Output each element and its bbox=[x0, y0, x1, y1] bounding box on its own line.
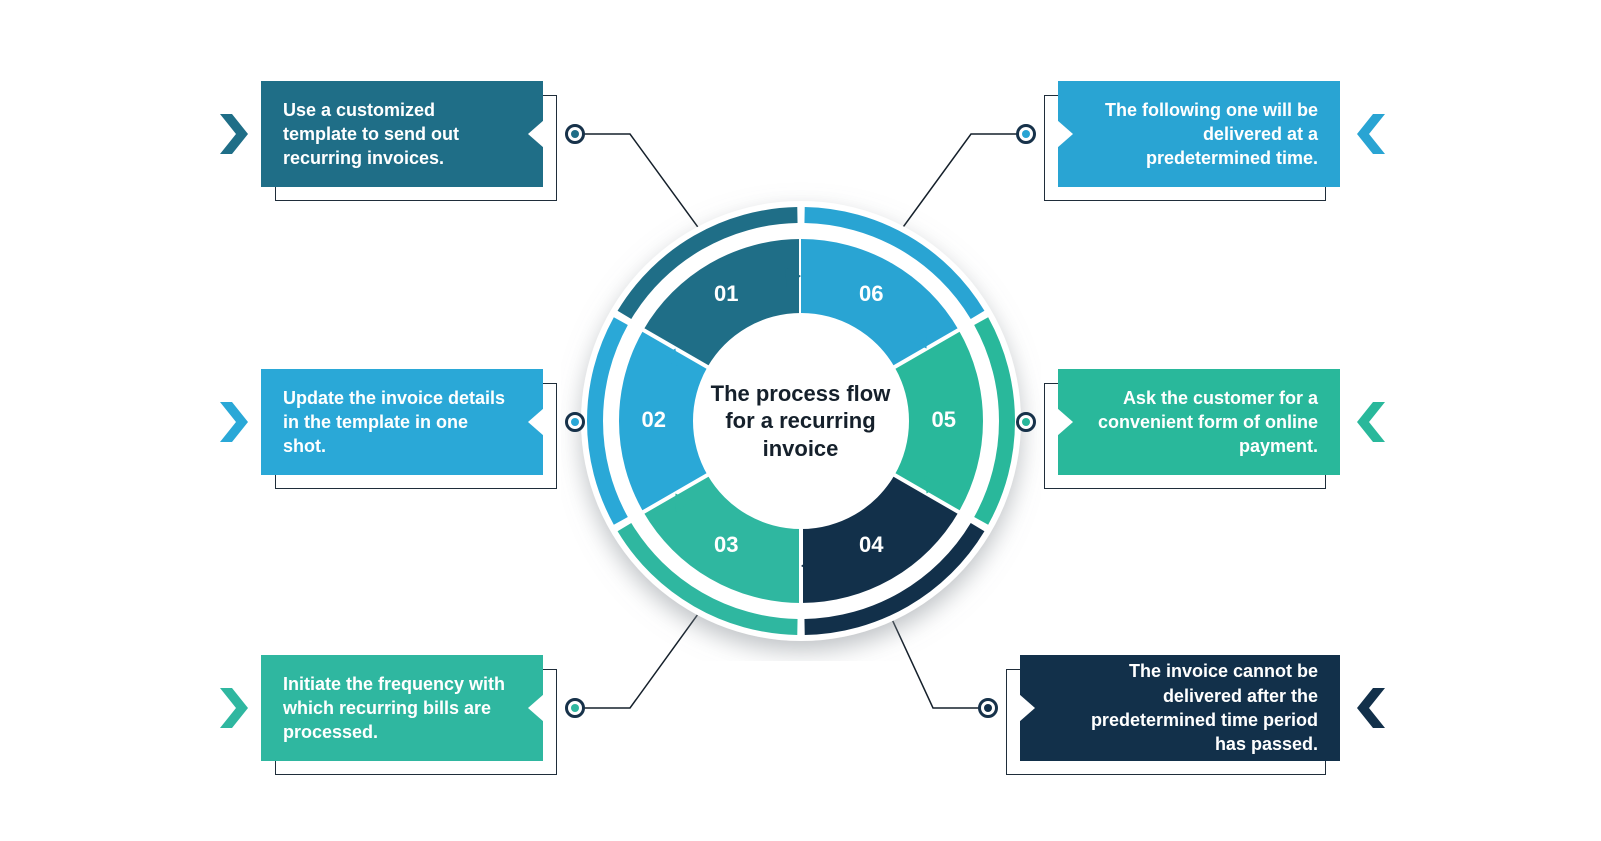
segment-number-03: 03 bbox=[714, 532, 738, 558]
card-notch bbox=[1019, 694, 1035, 722]
card-text: Initiate the frequency with which recurr… bbox=[283, 672, 509, 745]
card-body: Initiate the frequency with which recurr… bbox=[261, 655, 543, 761]
connector-dot bbox=[565, 412, 585, 432]
segment-number-01: 01 bbox=[714, 281, 738, 307]
card-notch bbox=[528, 408, 544, 436]
segment-number-05: 05 bbox=[932, 407, 956, 433]
center-hub: The process flow for a recurring invoice… bbox=[561, 181, 1041, 661]
card-body: The invoice cannot be delivered after th… bbox=[1020, 655, 1340, 761]
card-text: Use a customized template to send out re… bbox=[283, 98, 509, 171]
segment-number-02: 02 bbox=[642, 407, 666, 433]
card-text: The following one will be delivered at a… bbox=[1092, 98, 1318, 171]
card-text: The invoice cannot be delivered after th… bbox=[1078, 659, 1318, 756]
chevron-icon bbox=[1357, 112, 1387, 156]
card-c5: Ask the customer for a convenient form o… bbox=[1058, 369, 1340, 475]
card-c1: Use a customized template to send out re… bbox=[261, 81, 543, 187]
card-notch bbox=[528, 694, 544, 722]
chevron-icon bbox=[218, 112, 248, 156]
connector-dot bbox=[978, 698, 998, 718]
card-body: The following one will be delivered at a… bbox=[1058, 81, 1340, 187]
chevron-icon bbox=[1357, 400, 1387, 444]
card-body: Update the invoice details in the templa… bbox=[261, 369, 543, 475]
card-c2: Update the invoice details in the templa… bbox=[261, 369, 543, 475]
connector-dot bbox=[565, 698, 585, 718]
card-c3: Initiate the frequency with which recurr… bbox=[261, 655, 543, 761]
card-text: Update the invoice details in the templa… bbox=[283, 386, 509, 459]
card-text: Ask the customer for a convenient form o… bbox=[1092, 386, 1318, 459]
card-notch bbox=[1057, 408, 1073, 436]
segment-number-06: 06 bbox=[859, 281, 883, 307]
connector-dot bbox=[1016, 412, 1036, 432]
card-c6: The following one will be delivered at a… bbox=[1058, 81, 1340, 187]
chevron-icon bbox=[218, 686, 248, 730]
card-c4: The invoice cannot be delivered after th… bbox=[1020, 655, 1340, 761]
card-notch bbox=[528, 120, 544, 148]
card-body: Use a customized template to send out re… bbox=[261, 81, 543, 187]
diagram-stage: The process flow for a recurring invoice… bbox=[0, 0, 1601, 841]
chevron-icon bbox=[218, 400, 248, 444]
card-body: Ask the customer for a convenient form o… bbox=[1058, 369, 1340, 475]
chevron-icon bbox=[1357, 686, 1387, 730]
center-title: The process flow for a recurring invoice bbox=[701, 379, 901, 462]
segment-number-04: 04 bbox=[859, 532, 883, 558]
card-notch bbox=[1057, 120, 1073, 148]
connector-dot bbox=[565, 124, 585, 144]
connector-dot bbox=[1016, 124, 1036, 144]
